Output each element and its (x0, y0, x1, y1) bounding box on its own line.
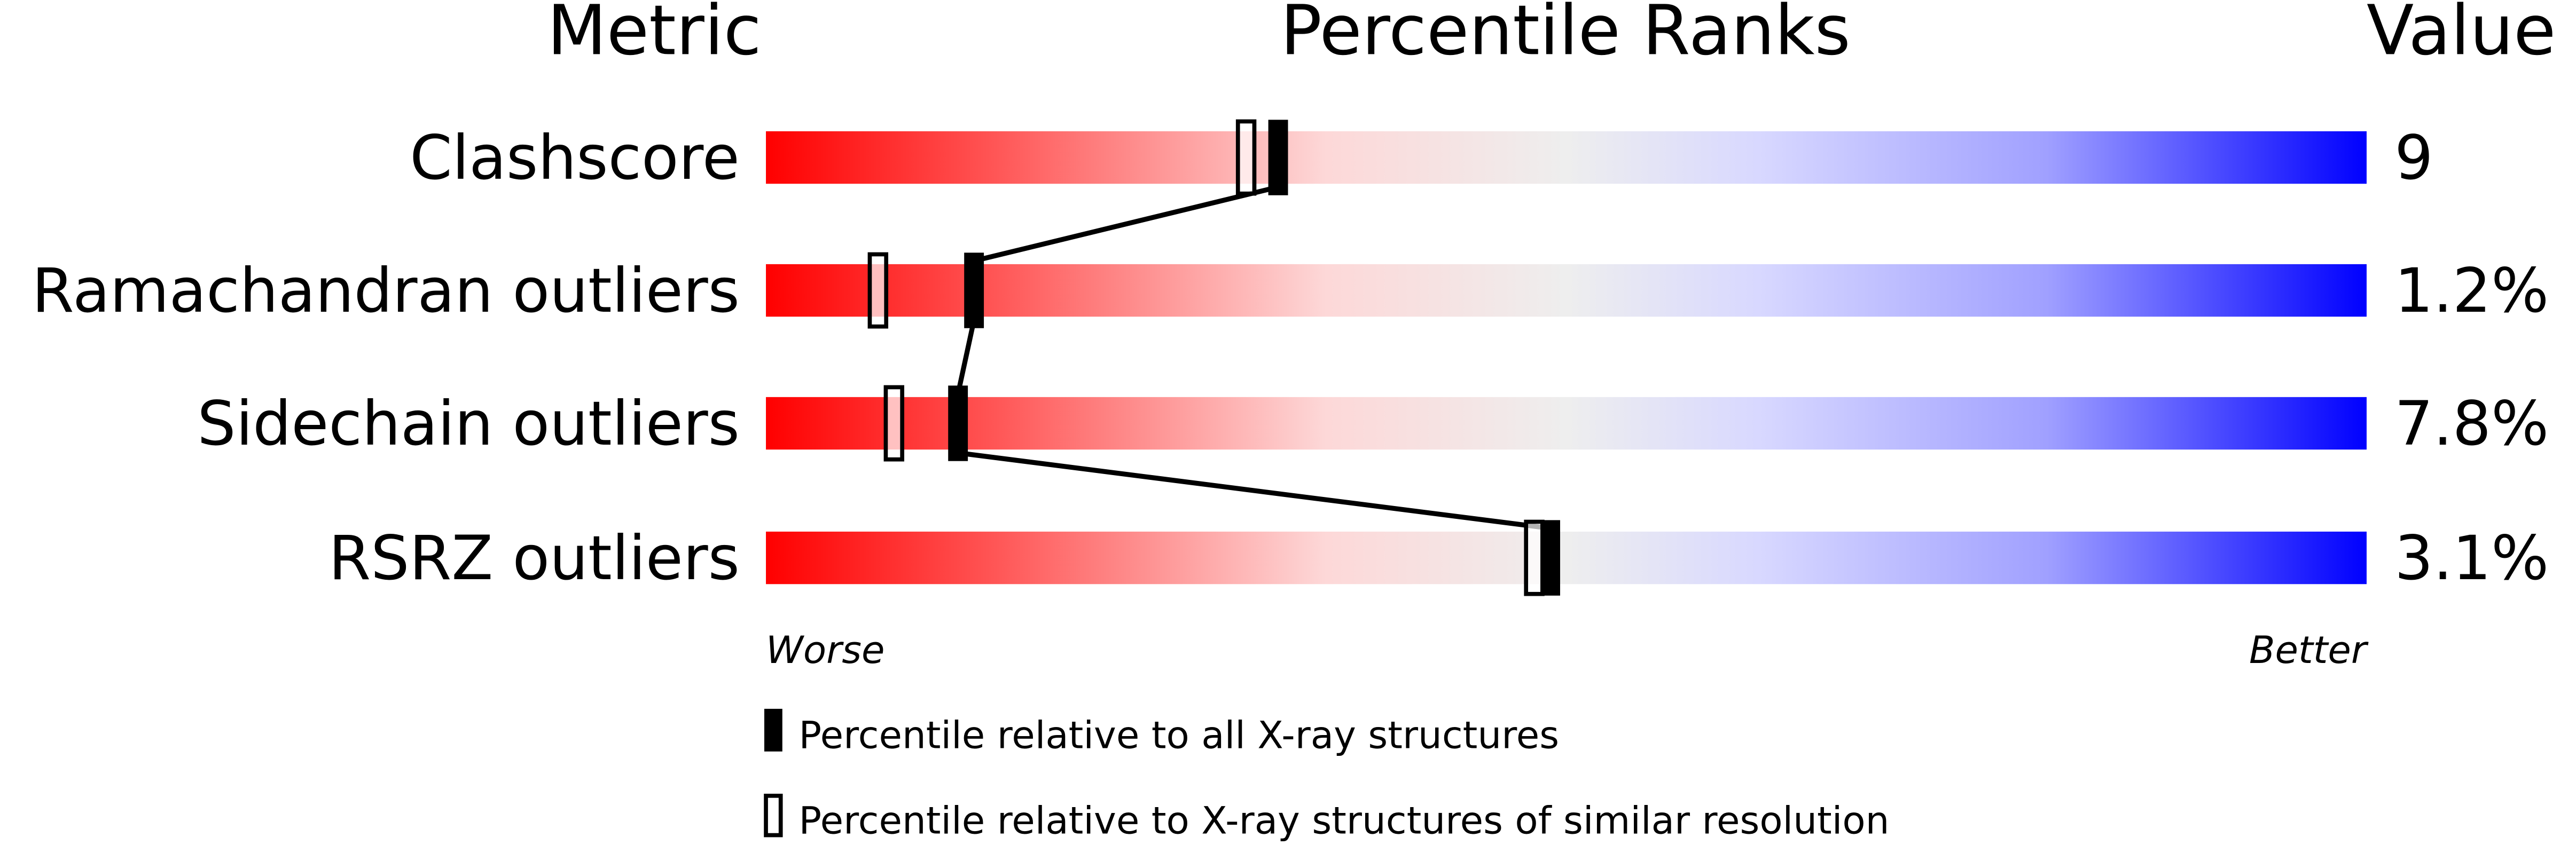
connecting-line (956, 319, 977, 394)
percentile-bar (766, 131, 2367, 184)
marker-all-structures (1268, 120, 1288, 195)
connecting-line (958, 450, 1551, 531)
metric-label: Ramachandran outliers (32, 255, 740, 326)
metric-value: 9 (2394, 122, 2433, 193)
marker-all-structures (964, 252, 984, 328)
legend-open-marker (764, 793, 783, 838)
metric-value: 3.1% (2394, 523, 2549, 594)
marker-similar-resolution (1235, 119, 1257, 196)
marker-all-structures (1540, 520, 1560, 596)
legend-similar-label: Percentile relative to X-ray structures … (799, 798, 1890, 842)
percentile-bar (766, 264, 2367, 317)
legend-filled-marker (764, 708, 782, 752)
metric-label: Clashscore (410, 122, 740, 193)
connecting-line (973, 184, 1279, 264)
marker-similar-resolution (1524, 519, 1545, 596)
metric-value: 1.2% (2394, 255, 2549, 326)
better-label: Better (2249, 628, 2369, 672)
percentile-bar (766, 531, 2367, 585)
percentile-bar (766, 397, 2367, 450)
marker-similar-resolution (867, 252, 889, 329)
metric-value: 7.8% (2394, 388, 2549, 459)
header-value: Value (2367, 0, 2556, 70)
header-metric: Metric (547, 0, 761, 70)
header-percentile-ranks: Percentile Ranks (1280, 0, 1851, 70)
marker-all-structures (948, 385, 968, 461)
marker-similar-resolution (883, 385, 905, 462)
worse-label: Worse (766, 628, 885, 672)
metric-label: RSRZ outliers (328, 523, 740, 594)
metric-label: Sidechain outliers (197, 388, 739, 459)
legend-all-label: Percentile relative to all X-ray structu… (799, 713, 1560, 757)
